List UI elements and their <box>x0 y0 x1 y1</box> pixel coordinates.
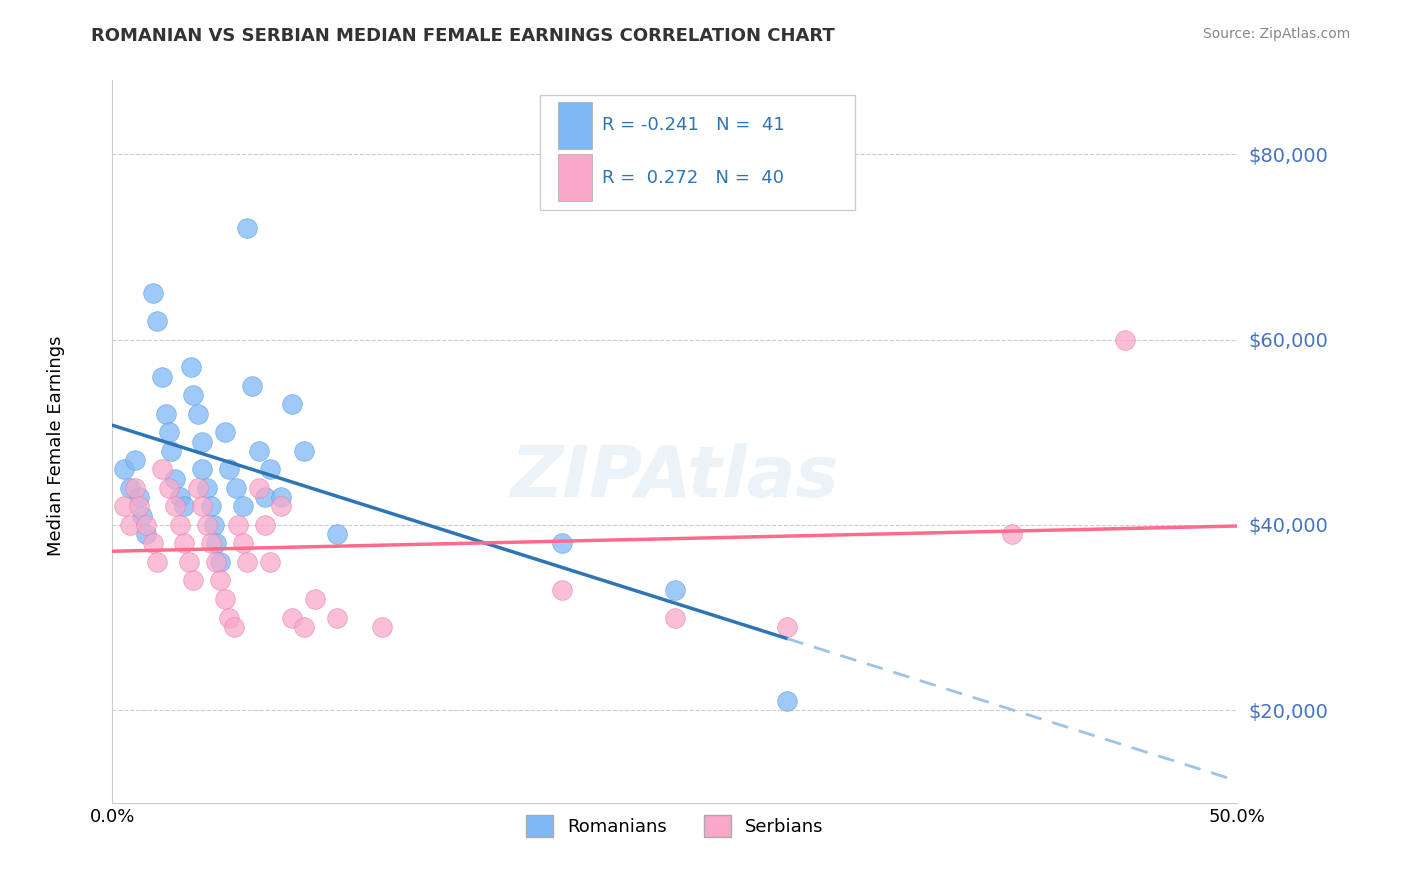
Point <box>664 610 686 624</box>
FancyBboxPatch shape <box>540 95 855 211</box>
Point <box>124 481 146 495</box>
Point <box>218 462 240 476</box>
Point <box>222 620 245 634</box>
Point <box>183 388 205 402</box>
Point <box>191 500 214 514</box>
Point <box>177 555 200 569</box>
Point <box>131 508 153 523</box>
Point <box>326 610 349 624</box>
Point <box>218 610 240 624</box>
Point <box>270 490 292 504</box>
Text: Median Female Earnings: Median Female Earnings <box>48 335 65 557</box>
Point <box>200 536 222 550</box>
Point <box>157 481 180 495</box>
Point <box>232 500 254 514</box>
Point <box>551 582 574 597</box>
Point <box>173 500 195 514</box>
Point <box>1001 527 1024 541</box>
Point <box>236 555 259 569</box>
Point <box>165 500 187 514</box>
FancyBboxPatch shape <box>558 102 592 149</box>
Point <box>169 517 191 532</box>
Point <box>157 425 180 440</box>
Point <box>169 490 191 504</box>
Point <box>270 500 292 514</box>
Point <box>551 536 574 550</box>
Point <box>120 481 142 495</box>
Point <box>236 221 259 235</box>
Point <box>254 490 277 504</box>
Point <box>180 360 202 375</box>
Point <box>155 407 177 421</box>
Point <box>776 620 799 634</box>
Point <box>209 574 232 588</box>
Point <box>146 314 169 328</box>
Point <box>150 369 173 384</box>
FancyBboxPatch shape <box>558 154 592 202</box>
Point <box>292 443 315 458</box>
Point <box>187 481 209 495</box>
Legend: Romanians, Serbians: Romanians, Serbians <box>519 808 831 845</box>
Point <box>205 536 228 550</box>
Point <box>195 481 218 495</box>
Point <box>142 286 165 301</box>
Point <box>326 527 349 541</box>
Point <box>195 517 218 532</box>
Point <box>191 462 214 476</box>
Point <box>124 453 146 467</box>
Point <box>112 462 135 476</box>
Text: R = -0.241   N =  41: R = -0.241 N = 41 <box>602 116 785 134</box>
Text: ZIPAtlas: ZIPAtlas <box>510 443 839 512</box>
Point <box>1114 333 1136 347</box>
Point <box>292 620 315 634</box>
Point <box>259 555 281 569</box>
Point <box>240 379 263 393</box>
Point <box>304 592 326 607</box>
Point <box>664 582 686 597</box>
Point <box>209 555 232 569</box>
Point <box>232 536 254 550</box>
Point <box>183 574 205 588</box>
Point <box>254 517 277 532</box>
Point <box>128 500 150 514</box>
Point <box>281 610 304 624</box>
Point <box>120 517 142 532</box>
Point <box>165 472 187 486</box>
Point <box>146 555 169 569</box>
Point <box>200 500 222 514</box>
Point <box>202 517 225 532</box>
Point <box>187 407 209 421</box>
Point <box>128 490 150 504</box>
Point <box>225 481 247 495</box>
Point <box>259 462 281 476</box>
Point <box>173 536 195 550</box>
Text: ROMANIAN VS SERBIAN MEDIAN FEMALE EARNINGS CORRELATION CHART: ROMANIAN VS SERBIAN MEDIAN FEMALE EARNIN… <box>91 27 835 45</box>
Point <box>112 500 135 514</box>
Text: Source: ZipAtlas.com: Source: ZipAtlas.com <box>1202 27 1350 41</box>
Point <box>371 620 394 634</box>
Point <box>281 397 304 411</box>
Point <box>135 517 157 532</box>
Point <box>247 481 270 495</box>
Point <box>150 462 173 476</box>
Text: R =  0.272   N =  40: R = 0.272 N = 40 <box>602 169 783 186</box>
Point <box>135 527 157 541</box>
Point <box>191 434 214 449</box>
Point <box>228 517 250 532</box>
Point <box>160 443 183 458</box>
Point <box>205 555 228 569</box>
Point <box>214 425 236 440</box>
Point <box>776 694 799 708</box>
Point <box>247 443 270 458</box>
Point <box>142 536 165 550</box>
Point <box>214 592 236 607</box>
